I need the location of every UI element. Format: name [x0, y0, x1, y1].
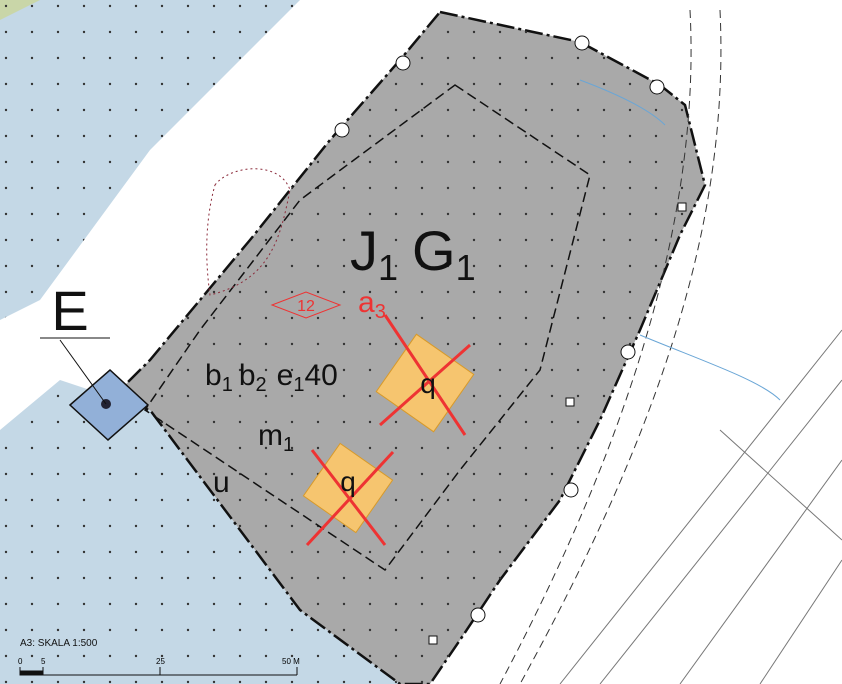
red-code: a3 — [358, 286, 386, 323]
cross — [383, 314, 467, 436]
zone-label: E — [51, 279, 88, 342]
subscript: 2 — [256, 374, 267, 396]
cross — [379, 343, 471, 427]
boundary-markers — [334, 35, 687, 645]
designation: J1 G1 — [350, 219, 476, 288]
scale-tick: 25 — [156, 657, 165, 666]
subscript: 1 — [293, 374, 304, 396]
code: e — [277, 359, 294, 392]
height-symbol — [270, 291, 342, 319]
scale-tick: 0 — [18, 657, 23, 666]
subscript: 1 — [222, 374, 233, 396]
parcel-lines — [499, 9, 842, 684]
cross — [310, 449, 387, 546]
subscript: 1 — [456, 247, 476, 288]
height-code: 12 — [297, 298, 315, 315]
m-code: m1 — [258, 419, 294, 456]
scale-tick: 5 — [41, 657, 46, 666]
dot-area — [0, 0, 300, 320]
u-label: u — [213, 466, 230, 499]
building-limit — [143, 84, 591, 572]
dot-area — [0, 380, 400, 684]
subscript: 3 — [375, 301, 386, 323]
code: m — [258, 419, 283, 452]
code: G — [412, 219, 456, 282]
building-label: q — [420, 368, 436, 399]
code: b — [239, 359, 256, 392]
subscript: 1 — [378, 247, 398, 288]
code: 40 — [304, 359, 337, 392]
scale-tick: 50 M — [282, 657, 300, 666]
codes: b1 b2 e140 — [205, 359, 338, 396]
scale-bar — [19, 667, 298, 676]
cross — [305, 450, 395, 547]
scale-title: A3: SKALA 1:500 — [20, 638, 98, 649]
building-label: q — [340, 466, 356, 497]
code: J — [350, 219, 378, 282]
leader — [59, 339, 107, 405]
code: b — [205, 359, 222, 392]
code: a — [358, 286, 375, 319]
water-lines — [579, 79, 781, 401]
dotted-outline — [206, 168, 291, 296]
subscript: 1 — [283, 434, 294, 456]
